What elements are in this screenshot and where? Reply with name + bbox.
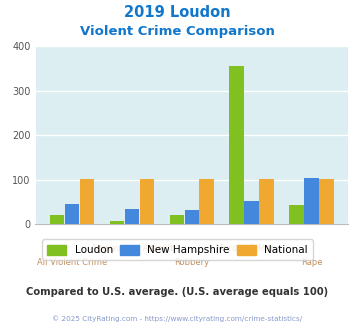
Bar [110,221,124,224]
Text: Rape: Rape [301,258,322,267]
Bar [50,215,64,224]
Bar [140,179,154,224]
Bar [289,205,304,224]
Bar [65,204,79,224]
Bar [200,179,214,224]
Bar [245,201,259,224]
Text: © 2025 CityRating.com - https://www.cityrating.com/crime-statistics/: © 2025 CityRating.com - https://www.city… [53,315,302,322]
Text: Robbery: Robbery [174,258,209,267]
Bar [260,179,274,224]
Bar [125,209,139,224]
Bar [319,180,334,224]
Text: Violent Crime Comparison: Violent Crime Comparison [80,25,275,38]
Bar [185,210,199,224]
Text: Compared to U.S. average. (U.S. average equals 100): Compared to U.S. average. (U.S. average … [26,287,329,297]
Text: Aggravated Assault: Aggravated Assault [91,244,173,253]
Bar [80,179,94,224]
Bar [304,178,319,224]
Text: Murder & Mans...: Murder & Mans... [216,244,288,253]
Bar [229,66,244,224]
Bar [170,214,184,224]
Text: All Violent Crime: All Violent Crime [37,258,107,267]
Text: 2019 Loudon: 2019 Loudon [124,5,231,20]
Legend: Loudon, New Hampshire, National: Loudon, New Hampshire, National [42,240,313,260]
